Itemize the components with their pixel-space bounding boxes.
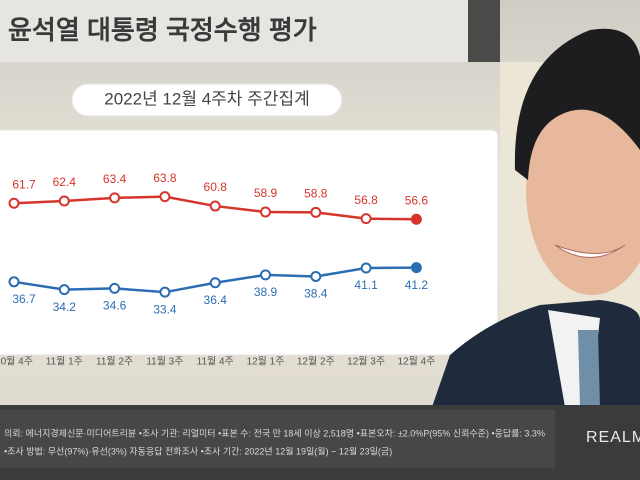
data-point [410, 213, 422, 225]
data-label: 56.6 [405, 193, 429, 207]
portrait [432, 28, 640, 407]
x-tick-label: 12월 4주 [397, 356, 435, 368]
data-label: 60.8 [204, 180, 228, 194]
data-label: 36.7 [12, 292, 36, 306]
title-plate [0, 0, 468, 62]
data-point [260, 206, 271, 218]
x-tick-label: 12월 2주 [297, 356, 335, 368]
data-label: 33.4 [153, 302, 177, 316]
x-tick-label: 11월 2주 [96, 356, 133, 368]
plot-panel [0, 129, 499, 356]
data-point [260, 269, 271, 281]
data-label: 41.1 [354, 278, 378, 292]
data-label: 63.4 [103, 172, 127, 186]
data-point [310, 206, 322, 218]
data-label: 34.2 [53, 300, 77, 314]
data-label: 36.4 [204, 293, 228, 307]
data-point [310, 270, 322, 282]
data-point [159, 191, 171, 203]
data-label: 38.9 [254, 285, 278, 299]
data-label: 56.8 [354, 193, 378, 207]
footer-box [0, 410, 555, 468]
data-label: 58.9 [254, 186, 278, 200]
data-point [360, 262, 372, 274]
x-tick-label: 11월 1주 [46, 356, 83, 368]
data-label: 62.4 [53, 175, 77, 189]
x-tick-label: 10월 4주 [0, 356, 33, 368]
data-point [8, 276, 20, 288]
data-point [360, 213, 372, 225]
data-label: 63.8 [153, 171, 177, 185]
data-label: 58.8 [304, 187, 328, 201]
footer-line: 의뢰: 에너지경제신문·미디어트리뷴 •조사 기관: 리얼미터 •표본 수: 전… [4, 427, 545, 438]
x-tick-label: 11월 4주 [197, 356, 234, 368]
data-point [58, 195, 70, 207]
data-label: 61.7 [12, 177, 36, 191]
x-tick-label: 11월 3주 [146, 356, 183, 368]
subtitle-pill [71, 83, 343, 117]
data-point [109, 192, 121, 204]
chart-title: 윤석열 대통령 국정수행 평가 [8, 15, 317, 45]
chart-subtitle: 2022년 12월 4주차 주간집계 [104, 89, 309, 108]
data-point [159, 286, 171, 298]
data-label: 38.4 [304, 287, 328, 301]
x-tick-label: 12월 3주 [347, 356, 385, 368]
data-point [8, 197, 20, 209]
x-tick-label: 12월 1주 [247, 356, 285, 368]
data-point [209, 277, 221, 289]
data-label: 34.6 [103, 299, 127, 313]
data-point [58, 284, 70, 296]
logo: REALMETER [586, 429, 640, 446]
data-point [410, 262, 422, 274]
footer-line: •조사 방법: 무선(97%)·유선(3%) 자동응답 전화조사 •조사 기간:… [4, 445, 392, 456]
plot: 10월 4주 11월 1주 11월 2주 11월 3주 11월 4주 12월 1주 12월 … [0, 171, 435, 368]
data-point [109, 282, 121, 294]
data-point [209, 200, 221, 212]
data-label: 41.2 [405, 278, 429, 292]
